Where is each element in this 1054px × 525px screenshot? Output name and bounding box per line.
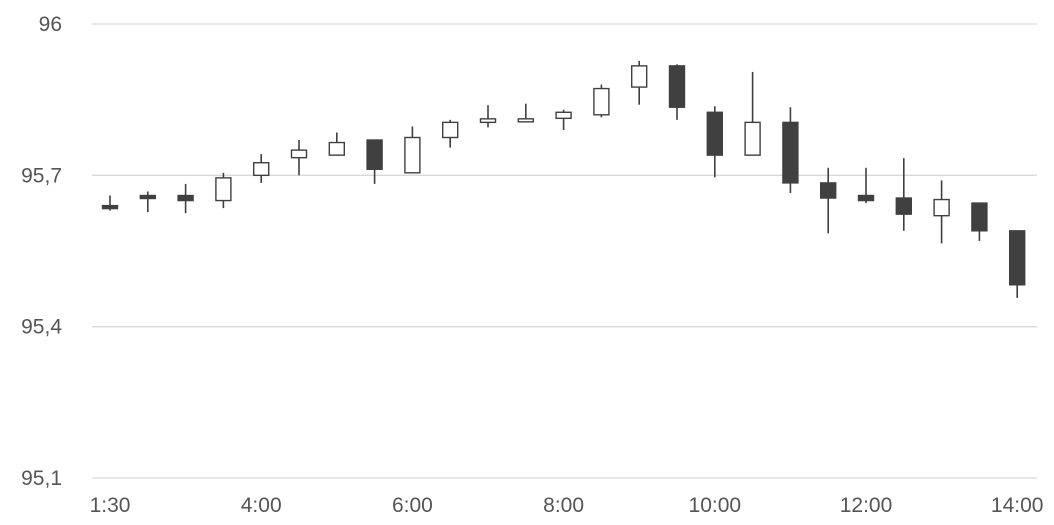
x-tick-label: 12:00 — [840, 494, 893, 517]
candle — [405, 126, 420, 172]
candle — [178, 184, 193, 213]
candle — [329, 132, 344, 155]
candle-body-up — [481, 119, 496, 123]
candle — [707, 106, 722, 177]
candle-body-up — [556, 112, 571, 118]
x-tick-label: 8:00 — [543, 494, 584, 517]
candle-body-up — [745, 122, 760, 155]
candle-body-down — [670, 66, 685, 107]
candle-body-down — [707, 112, 722, 155]
candle-body-up — [632, 66, 647, 87]
candle-body-down — [1010, 231, 1025, 285]
x-tick-label: 6:00 — [392, 494, 433, 517]
y-tick-label: 95,7 — [21, 164, 62, 187]
x-tick-label: 1:30 — [90, 494, 131, 517]
candle-body-up — [594, 89, 609, 115]
x-axis-labels: 1:30 4:00 6:00 8:00 10:00 12:00 14:00 — [90, 494, 1044, 517]
candle-body-down — [367, 140, 382, 169]
candles-layer — [103, 61, 1025, 298]
candle-body-down — [178, 196, 193, 201]
y-tick-label: 95,1 — [21, 467, 62, 490]
candle-body-up — [443, 122, 458, 137]
candle-body-down — [140, 196, 155, 199]
candle — [934, 180, 949, 243]
candle-body-down — [821, 183, 836, 198]
candle — [292, 140, 307, 175]
candle-body-up — [254, 163, 269, 176]
y-tick-label: 96 — [39, 13, 62, 36]
y-tick-label: 95,4 — [21, 316, 62, 339]
candle — [481, 105, 496, 127]
candle-body-down — [896, 198, 911, 214]
candle — [745, 72, 760, 155]
candle — [103, 196, 118, 211]
candle — [821, 168, 836, 234]
x-tick-label: 10:00 — [689, 494, 742, 517]
candle-body-up — [518, 119, 533, 122]
candle — [367, 140, 382, 184]
candle — [518, 104, 533, 122]
candle-body-down — [103, 206, 118, 209]
candle-body-up — [216, 178, 231, 201]
grid-layer — [92, 24, 1037, 478]
candle — [783, 107, 798, 193]
candle — [896, 158, 911, 231]
y-axis-labels: 96 95,7 95,4 95,1 — [21, 13, 62, 490]
candle — [1010, 231, 1025, 298]
candle — [859, 168, 874, 203]
candle-body-up — [329, 143, 344, 156]
x-tick-label: 14:00 — [991, 494, 1044, 517]
candle — [670, 64, 685, 119]
candle — [140, 191, 155, 212]
candle-body-up — [292, 150, 307, 158]
candle-body-down — [859, 196, 874, 201]
candle — [216, 173, 231, 208]
x-tick-label: 4:00 — [241, 494, 282, 517]
candle-body-up — [405, 138, 420, 173]
candle — [594, 85, 609, 118]
candle — [556, 110, 571, 130]
candle-body-down — [972, 203, 987, 231]
candle-body-down — [783, 122, 798, 183]
candle — [254, 154, 269, 183]
candle — [443, 120, 458, 148]
candle-body-up — [934, 200, 949, 216]
candle — [632, 61, 647, 105]
candle — [972, 203, 987, 241]
